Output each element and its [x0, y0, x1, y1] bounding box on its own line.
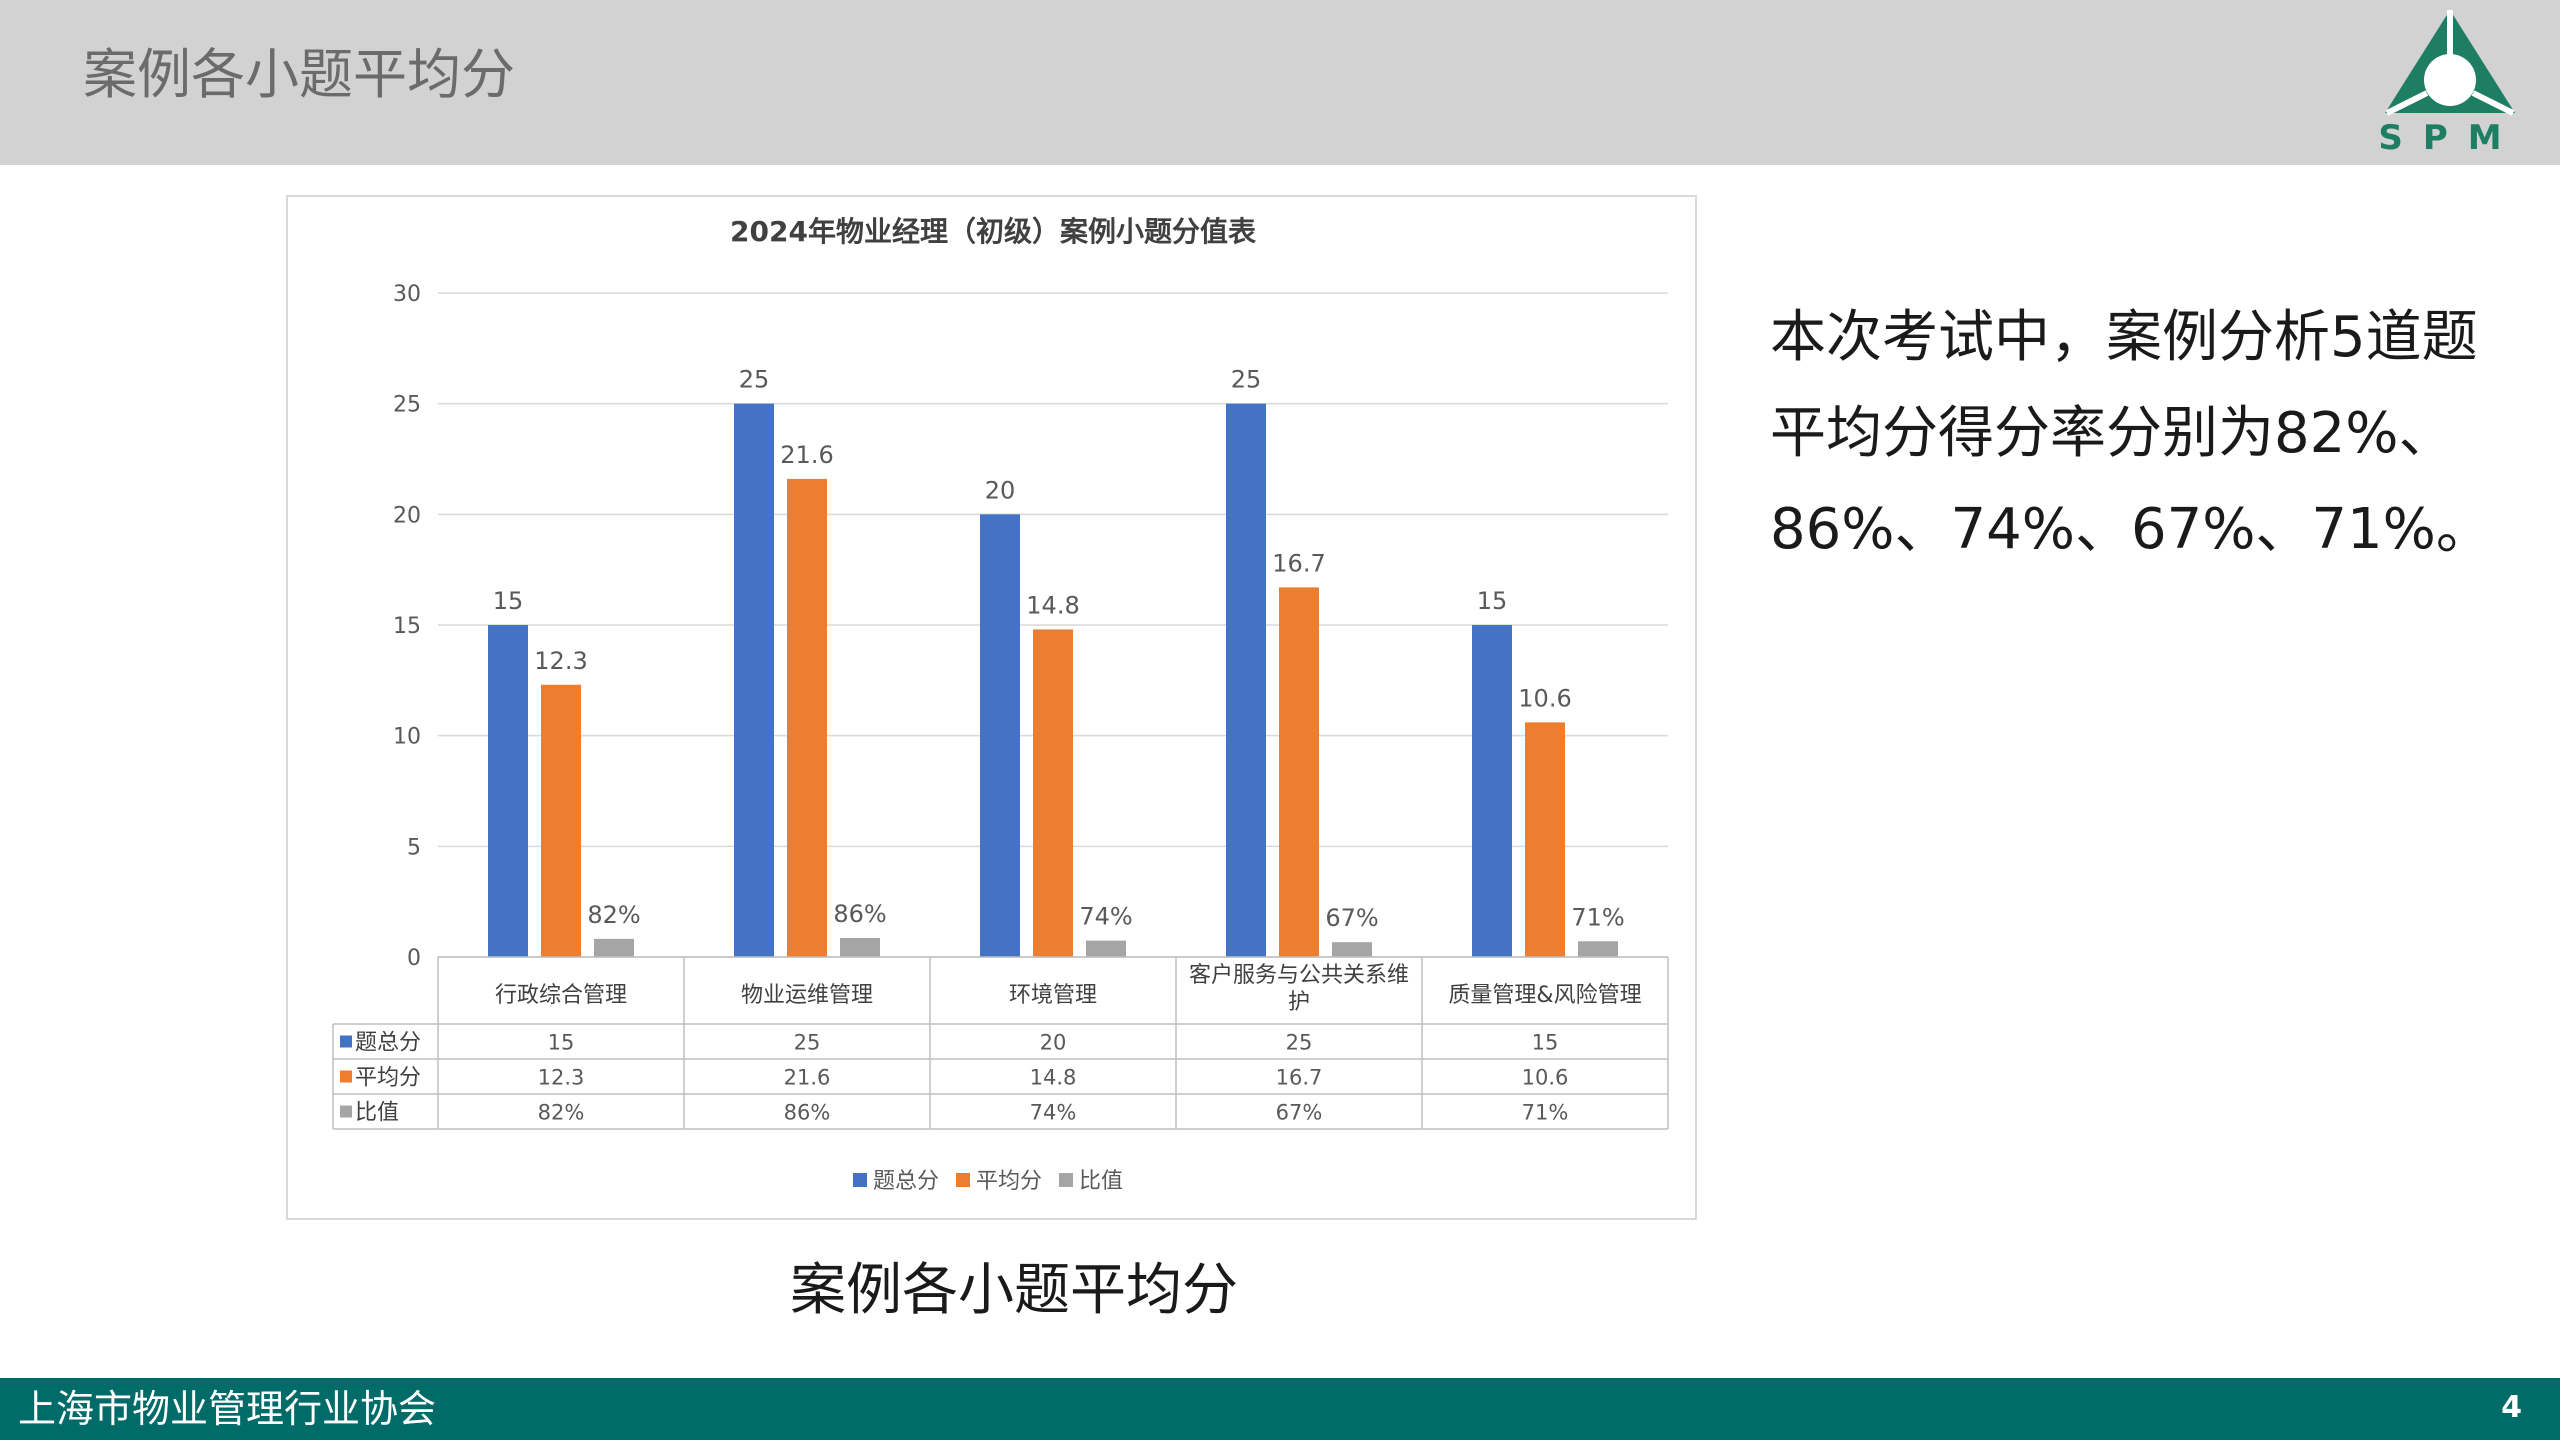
bar-比值-0 [594, 938, 634, 957]
y-tick-label: 20 [393, 503, 421, 528]
bar-比值-2 [1086, 940, 1126, 957]
data-label: 14.8 [1026, 591, 1079, 619]
table-cell: 21.6 [784, 1066, 831, 1090]
table-cell: 15 [548, 1031, 575, 1055]
table-cell: 25 [794, 1031, 821, 1055]
data-label: 82% [587, 901, 640, 929]
chart-title: 2024年物业经理（初级）案例小题分值表 [730, 215, 1256, 248]
table-cell: 67% [1276, 1101, 1323, 1125]
data-label: 25 [739, 366, 770, 394]
bar-chart: 2024年物业经理（初级）案例小题分值表 0 5 10 15 20 25 30 15 25 20 25… [332, 215, 1669, 1194]
footer-org-name: 上海市物业管理行业协会 [18, 1387, 437, 1431]
table-series-label: 题总分 [355, 1031, 421, 1056]
data-label: 25 [1231, 366, 1262, 394]
y-tick-label: 0 [407, 946, 421, 971]
category-label: 质量管理&风险管理 [1448, 983, 1641, 1008]
table-cell: 71% [1522, 1101, 1569, 1125]
bar-题总分-2 [980, 514, 1020, 957]
bar-题总分-0 [488, 625, 528, 957]
bar-比值-1 [840, 937, 880, 957]
page-title: 案例各小题平均分 [83, 43, 515, 106]
table-legend-key [340, 1105, 352, 1118]
category-label: 护 [1288, 990, 1310, 1015]
legend-swatch [1059, 1173, 1073, 1187]
bar-题总分-3 [1226, 403, 1266, 957]
bar-平均分-0 [541, 684, 581, 957]
bar-比值-4 [1578, 941, 1618, 957]
data-label: 15 [493, 587, 524, 615]
y-tick-label: 25 [393, 393, 421, 418]
table-cell: 74% [1030, 1101, 1077, 1125]
table-cell: 15 [1532, 1031, 1559, 1055]
table-cell: 12.3 [538, 1066, 585, 1090]
bar-平均分-3 [1279, 587, 1319, 957]
legend-label: 题总分 [873, 1169, 939, 1194]
page-number: 4 [2501, 1390, 2522, 1425]
data-label: 20 [985, 476, 1016, 504]
footer-bar: 上海市物业管理行业协会 4 [0, 1378, 2560, 1440]
data-label: 21.6 [780, 441, 833, 469]
summary-text: 本次考试中，案例分析5道题平均分得分率分别为82%、86%、74%、67%、71… [1770, 305, 2492, 562]
spm-logo: SPM [2375, 8, 2515, 158]
bar-平均分-1 [787, 478, 827, 957]
y-tick-label: 10 [393, 725, 421, 750]
y-tick-label: 15 [393, 614, 421, 639]
y-tick-label: 30 [393, 282, 421, 307]
data-label: 74% [1079, 903, 1132, 931]
table-cell: 25 [1286, 1031, 1313, 1055]
data-label: 67% [1325, 904, 1378, 932]
legend-swatch [853, 1173, 867, 1187]
category-label: 物业运维管理 [741, 983, 873, 1008]
table-cell: 14.8 [1030, 1066, 1077, 1090]
data-label: 86% [833, 900, 886, 928]
data-label: 71% [1571, 903, 1624, 931]
bar-平均分-4 [1525, 722, 1565, 957]
y-tick-label: 5 [407, 835, 421, 860]
spm-logo-mark [2385, 10, 2515, 116]
category-label: 客户服务与公共关系维 [1189, 963, 1409, 988]
bar-题总分-4 [1472, 625, 1512, 957]
header-bar: 案例各小题平均分 SPM [0, 0, 2560, 165]
bar-平均分-2 [1033, 629, 1073, 957]
legend-swatch [956, 1173, 970, 1187]
table-series-label: 平均分 [355, 1066, 421, 1091]
logo-text: SPM [2378, 118, 2522, 158]
data-label: 15 [1477, 587, 1508, 615]
data-label: 12.3 [534, 647, 587, 675]
legend-label: 平均分 [976, 1169, 1042, 1194]
chart-frame: 2024年物业经理（初级）案例小题分值表 0 5 10 15 20 25 30 15 25 20 25… [286, 195, 1697, 1220]
bar-比值-3 [1332, 942, 1372, 957]
table-cell: 20 [1040, 1031, 1067, 1055]
bar-题总分-1 [734, 403, 774, 957]
table-cell: 10.6 [1522, 1066, 1569, 1090]
table-series-label: 比值 [355, 1101, 399, 1126]
legend-label: 比值 [1079, 1169, 1123, 1194]
category-label: 行政综合管理 [495, 983, 627, 1008]
table-legend-key [340, 1035, 352, 1048]
table-legend-key [340, 1070, 352, 1083]
table-cell: 82% [538, 1101, 585, 1125]
table-cell: 86% [784, 1101, 831, 1125]
data-label: 10.6 [1518, 684, 1571, 712]
category-label: 环境管理 [1009, 983, 1097, 1008]
table-cell: 16.7 [1276, 1066, 1323, 1090]
data-label: 16.7 [1272, 549, 1325, 577]
chart-caption: 案例各小题平均分 [790, 1258, 1238, 1323]
